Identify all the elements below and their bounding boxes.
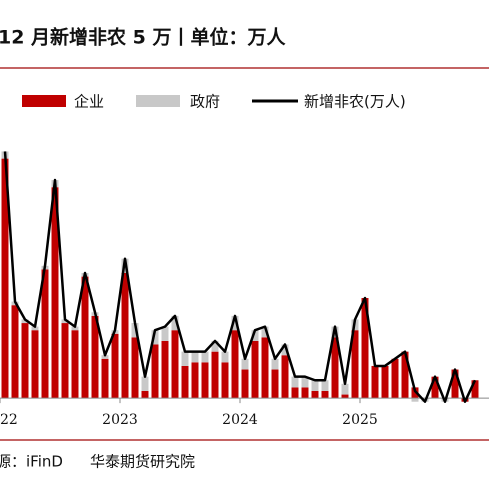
bar xyxy=(321,390,329,399)
bar xyxy=(21,319,29,324)
bar xyxy=(181,365,189,399)
line xyxy=(3,151,477,403)
bar xyxy=(231,330,239,399)
bar xyxy=(411,398,419,402)
bar xyxy=(1,158,9,399)
bar xyxy=(161,326,169,341)
bar xyxy=(311,390,319,399)
bar xyxy=(211,340,219,352)
x-tick-label: 2023 xyxy=(102,412,138,428)
bar xyxy=(311,380,319,391)
legend-swatch xyxy=(136,95,180,107)
bar xyxy=(161,340,169,399)
bar xyxy=(71,330,79,399)
bar xyxy=(271,369,279,399)
bar xyxy=(261,326,269,338)
bar xyxy=(341,383,349,395)
bar xyxy=(241,358,249,370)
bar xyxy=(341,394,349,399)
bar xyxy=(291,376,299,388)
bar xyxy=(31,330,39,399)
bar xyxy=(61,319,69,324)
bar xyxy=(251,330,259,341)
bar xyxy=(301,387,309,399)
bar xyxy=(381,365,389,399)
bar xyxy=(91,315,99,399)
bar xyxy=(471,380,479,399)
bar xyxy=(191,362,199,399)
x-tick-label: 2025 xyxy=(342,412,378,428)
bar xyxy=(321,380,329,391)
bar xyxy=(201,362,209,399)
legend-label: 政府 xyxy=(190,93,220,111)
bar xyxy=(101,358,109,399)
bar xyxy=(181,351,189,366)
bar xyxy=(391,358,399,399)
bar xyxy=(431,376,439,399)
legend: 企业 政府 新增非农(万人) xyxy=(22,93,406,111)
chart-title: 12 月新增非农 5 万丨单位：万人 xyxy=(0,26,287,49)
bar xyxy=(221,362,229,399)
bar xyxy=(211,351,219,399)
bar xyxy=(331,337,339,399)
bar xyxy=(291,387,299,399)
bar xyxy=(241,369,249,399)
bar xyxy=(131,337,139,399)
bar xyxy=(121,273,129,399)
bar xyxy=(101,355,109,359)
bar xyxy=(141,376,149,391)
bar xyxy=(11,305,19,399)
legend-label: 新增非农(万人) xyxy=(304,93,406,111)
bar xyxy=(171,330,179,399)
bar xyxy=(281,344,289,356)
source: 源：iFinD xyxy=(0,453,63,471)
bar xyxy=(111,333,119,399)
x-tick-label: 2024 xyxy=(222,412,258,428)
bar xyxy=(401,351,409,399)
x-tick-label: 2022 xyxy=(0,412,18,428)
bar xyxy=(361,298,369,399)
bar xyxy=(131,323,139,338)
bar xyxy=(301,376,309,388)
legend-swatch xyxy=(22,95,66,107)
bar xyxy=(31,326,39,331)
bar xyxy=(221,351,229,363)
legend-label: 企业 xyxy=(74,93,104,111)
bar xyxy=(231,315,239,331)
bar xyxy=(171,315,179,331)
bar xyxy=(41,269,49,399)
bar xyxy=(201,351,209,363)
bar xyxy=(21,323,29,399)
bar xyxy=(61,323,69,399)
source: 华泰期货研究院 xyxy=(90,453,195,471)
bar xyxy=(371,365,379,399)
bar xyxy=(271,358,279,370)
bar xyxy=(281,355,289,399)
bar xyxy=(191,351,199,363)
bar xyxy=(51,187,59,399)
bar xyxy=(261,337,269,399)
bar xyxy=(351,330,359,399)
bar xyxy=(251,340,259,399)
bar xyxy=(151,344,159,399)
bar xyxy=(71,326,79,331)
bar xyxy=(151,330,159,345)
bar xyxy=(141,390,149,399)
bar xyxy=(81,276,89,399)
bar xyxy=(451,369,459,399)
